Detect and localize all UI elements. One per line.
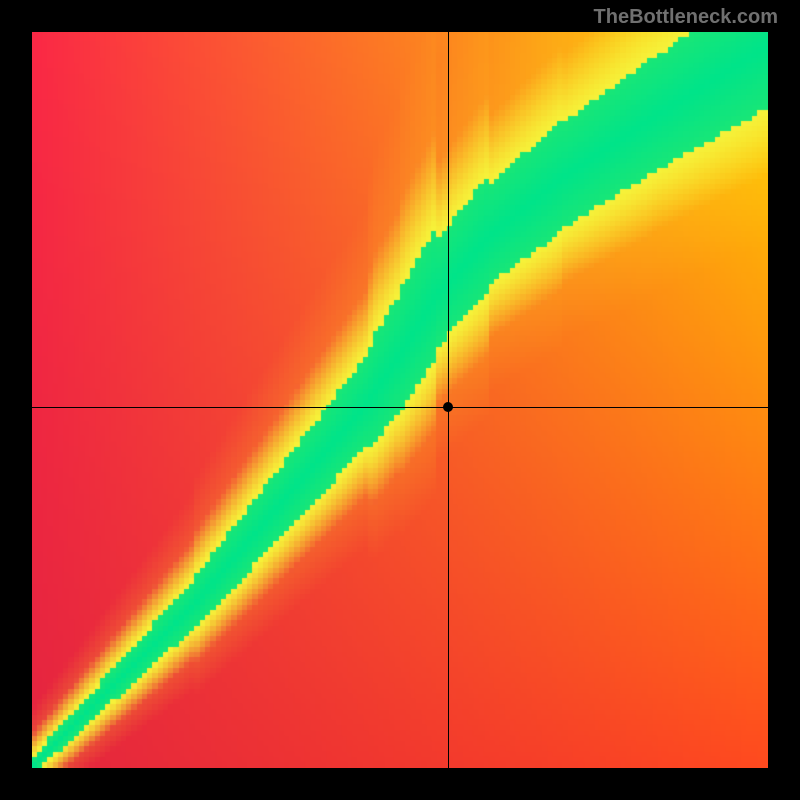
crosshair-horizontal [32, 407, 768, 408]
heatmap-plot [32, 32, 768, 768]
crosshair-vertical [448, 32, 449, 768]
watermark-text: TheBottleneck.com [594, 6, 778, 29]
heatmap-canvas [32, 32, 768, 768]
crosshair-marker [443, 402, 453, 412]
